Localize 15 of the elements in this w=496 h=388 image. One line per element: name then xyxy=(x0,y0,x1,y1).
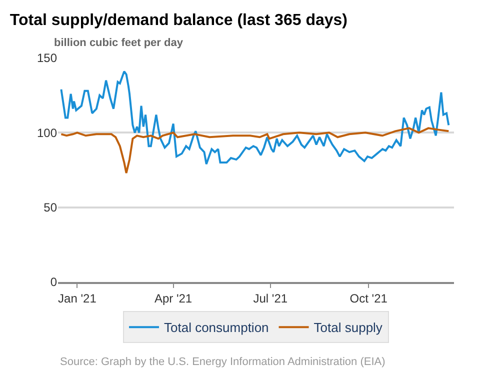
chart-title: Total supply/demand balance (last 365 days) xyxy=(10,12,348,29)
x-tick-label: Oct '21 xyxy=(350,291,388,306)
y-tick-label: 150 xyxy=(36,51,58,66)
y-tick-label: 100 xyxy=(36,126,58,140)
x-tick-label: Jul '21 xyxy=(253,291,288,306)
y-tick-label: 50 xyxy=(44,200,58,215)
legend-label: Total supply xyxy=(314,320,383,336)
x-tick-label: Apr '21 xyxy=(154,291,192,306)
legend-label: Total consumption xyxy=(164,320,269,336)
y-tick-label: 0 xyxy=(50,275,58,290)
x-tick-label: Jan '21 xyxy=(58,291,97,306)
line-series xyxy=(60,70,450,166)
line-series xyxy=(60,127,450,174)
y-axis-title: billion cubic feet per day xyxy=(54,37,184,49)
source-note: Source: Graph by the U.S. Energy Information Administration (EIA) xyxy=(60,356,386,368)
